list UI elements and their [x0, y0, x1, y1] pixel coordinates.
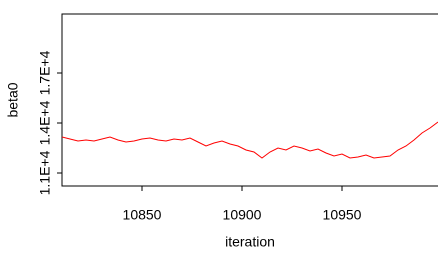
y-tick-label: 1.7E+4: [37, 50, 53, 95]
x-tick-label: 10900: [223, 207, 262, 223]
chart: iteration beta0 10850 10900 10950 1.1E+4 1.4…: [0, 0, 438, 262]
y-tick-label: 1.1E+4: [37, 150, 53, 195]
data-line: [62, 122, 438, 158]
x-tick-label: 10950: [323, 207, 362, 223]
y-tick-label: 1.4E+4: [37, 100, 53, 145]
plot-frame: [62, 14, 438, 186]
y-axis-label: beta0: [5, 82, 21, 117]
x-axis-label: iteration: [225, 234, 275, 250]
x-tick-label: 10850: [123, 207, 162, 223]
